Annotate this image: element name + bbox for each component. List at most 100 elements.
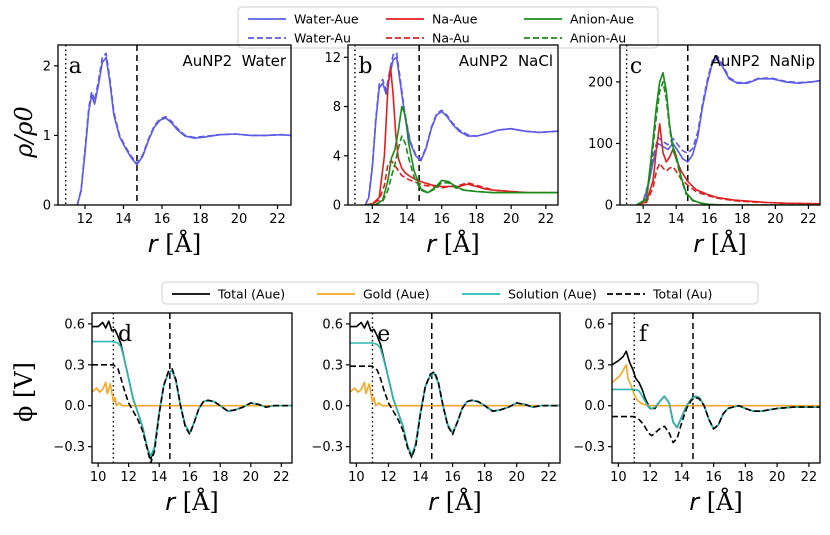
panel-d-ytick-label: 0.6 — [64, 317, 85, 332]
panel-f-ytick-label: 0.3 — [584, 358, 605, 373]
panel-c-letter: c — [630, 54, 642, 79]
panel-d-ytick-label: −0.3 — [53, 440, 85, 455]
panel-b-ytick-label: 12 — [324, 51, 341, 66]
panel-d-ytick-label: 0.3 — [64, 358, 85, 373]
panel-e-xtick-label: 10 — [348, 470, 365, 485]
legend-bottom-label-solution-aue: Solution (Aue) — [508, 287, 597, 302]
panel-c: 12 14 16 18 20 22 0 100 200 c AuNP2 NaNip r [Å] — [588, 44, 821, 258]
panel-b-xlabel: r [Å] — [426, 229, 480, 258]
panel-c-ytick-label: 100 — [588, 137, 613, 152]
panel-c-series-anion-au — [636, 81, 820, 205]
panel-e-series-total-au — [350, 365, 560, 459]
panel-c-xtick-label: 12 — [635, 212, 652, 227]
panel-b: 12 14 16 18 20 22 0 4 8 12 b AuNP2 NaCl r [Å] — [324, 44, 559, 258]
panel-b-xtick-label: 16 — [433, 212, 450, 227]
panel-d-frame — [91, 312, 293, 464]
panel-b-ytick-label: 4 — [333, 149, 341, 164]
panel-a-xtick-label: 12 — [77, 212, 94, 227]
panel-e-frame — [349, 312, 561, 464]
panel-d-xtick-label: 22 — [273, 470, 290, 485]
panel-e: 10 12 14 16 18 20 22 −0.3 0.0 0.3 0.6 e r [Å] — [311, 312, 561, 516]
panel-b-xtick-label: 14 — [399, 212, 416, 227]
panel-a-xtick-label: 16 — [154, 212, 171, 227]
panel-e-xtick-label: 18 — [476, 470, 493, 485]
panel-e-ytick-label: 0.3 — [322, 358, 343, 373]
panel-c-ytick-label: 200 — [588, 75, 613, 90]
axis-labels: ρ/ρ0 ϕ [V] — [10, 106, 38, 422]
panel-c-xtick-label: 16 — [701, 212, 718, 227]
bottom-ylabel: ϕ [V] — [10, 362, 38, 422]
panel-c-xlabel-var: r — [693, 230, 711, 258]
panel-f-frame — [611, 312, 821, 464]
panel-b-xtick-label: 18 — [468, 212, 485, 227]
legend-top: Water-Aue Water-Au Na-Aue Na-Au Anion-Aue Ani… — [237, 6, 659, 49]
panel-d-xtick-label: 10 — [90, 470, 107, 485]
panel-c-series-water-au — [636, 55, 820, 205]
panel-d-series-total-au — [92, 363, 292, 463]
panel-a-ytick-label: 0 — [43, 199, 51, 214]
legend-top-label-water-au: Water-Au — [294, 31, 351, 46]
panel-a-series-water-au — [76, 52, 291, 205]
panel-f-xlabel-var: r — [689, 488, 707, 516]
panel-e-xtick-label: 14 — [412, 470, 429, 485]
panel-b-xlabel-var: r — [426, 230, 444, 258]
panel-c-xlabel: r [Å] — [693, 229, 747, 258]
panel-f-xtick-label: 20 — [769, 470, 786, 485]
top-ylabel: ρ/ρ0 — [10, 106, 38, 159]
panel-a-frame — [57, 44, 292, 206]
legend-bottom-frame — [161, 281, 759, 305]
panel-e-xlabel: r [Å] — [428, 487, 482, 516]
panel-c-ytick-label: 0 — [605, 199, 613, 214]
panel-b-xlabel-unit: [Å] — [444, 229, 480, 258]
panel-d-xtick-label: 14 — [151, 470, 168, 485]
panel-f-series-total-au — [612, 396, 820, 444]
legend-top-label-water-aue: Water-Aue — [294, 12, 359, 27]
panel-b-ytick-label: 0 — [333, 199, 341, 214]
panel-d-letter: d — [118, 322, 132, 347]
panel-d-xlabel-var: r — [165, 488, 183, 516]
panel-c-series-anion-aue — [636, 71, 820, 205]
panel-d-xtick-label: 16 — [181, 470, 198, 485]
panel-d-xlabel-unit: [Å] — [183, 487, 219, 516]
panel-b-frame — [347, 44, 559, 206]
panel-b-title: AuNP2 NaCl — [459, 52, 553, 70]
panel-e-series-solution-aue — [350, 342, 560, 456]
legend-top-label-na-au: Na-Au — [432, 31, 470, 46]
panel-e-xtick-label: 20 — [508, 470, 525, 485]
legend-bottom-label-total-au: Total (Au) — [652, 287, 712, 302]
panel-e-series-gold-aue — [350, 381, 560, 407]
panel-b-ytick-label: 8 — [333, 100, 341, 115]
panel-b-series-water-aue — [364, 56, 558, 205]
panel-e-ytick-label: −0.3 — [311, 440, 343, 455]
panel-c-frame — [619, 44, 821, 206]
panel-a-title: AuNP2 Water — [183, 52, 287, 70]
panel-c-xtick-label: 22 — [800, 212, 817, 227]
panel-a-xtick-label: 20 — [231, 212, 248, 227]
panel-f-letter: f — [639, 322, 649, 347]
panel-a-letter: a — [69, 54, 82, 79]
panel-c-xtick-label: 20 — [767, 212, 784, 227]
panel-a-xlabel-var: r — [148, 230, 166, 258]
panel-f-xtick-label: 16 — [705, 470, 722, 485]
panel-f-xtick-label: 18 — [737, 470, 754, 485]
panel-e-ytick-label: 0.0 — [322, 399, 343, 414]
panel-e-xlabel-unit: [Å] — [446, 487, 482, 516]
legend-top-label-anion-aue: Anion-Aue — [570, 12, 634, 27]
panel-a-xlabel: r [Å] — [148, 229, 202, 258]
panel-e-letter: e — [377, 322, 390, 347]
panel-b-series-na-au — [365, 159, 558, 205]
panel-b-xtick-label: 20 — [503, 212, 520, 227]
panel-d-ytick-label: 0.0 — [64, 399, 85, 414]
panel-c-xtick-label: 14 — [668, 212, 685, 227]
panel-e-xtick-label: 22 — [541, 470, 558, 485]
panel-d-series-gold-aue — [92, 381, 292, 407]
panel-e-xlabel-var: r — [428, 488, 446, 516]
panel-d-series-solution-aue — [92, 340, 292, 458]
panel-c-xtick-label: 18 — [734, 212, 751, 227]
panels: 12 14 16 18 20 22 0 12 a AuNP2 Water r [Å] 12 14 16 18… — [43, 44, 821, 516]
panel-f-series-gold-aue — [612, 363, 820, 407]
panel-f-series-solution-aue — [612, 388, 820, 430]
panel-f-series-total-aue — [612, 350, 820, 430]
legend-top-label-anion-au: Anion-Au — [570, 31, 626, 46]
